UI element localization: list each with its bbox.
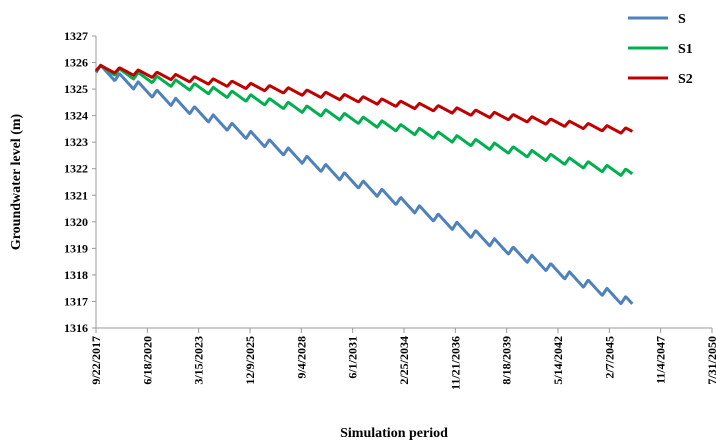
- x-tick-label: 7/31/2050: [705, 336, 716, 385]
- x-tick-label: 5/14/2042: [551, 336, 565, 385]
- y-tick-label: 1320: [64, 215, 88, 229]
- y-tick-label: 1323: [64, 135, 88, 149]
- x-tick-label: 2/25/2034: [397, 336, 411, 385]
- x-tick-label: 6/18/2020: [140, 336, 154, 385]
- y-tick-label: 1324: [64, 109, 88, 123]
- series-lines: [94, 63, 634, 306]
- x-tick-label: 6/1/2031: [346, 336, 360, 379]
- legend-label-s2: S2: [678, 72, 693, 87]
- legend-label-s1: S1: [678, 42, 693, 57]
- y-tick-label: 1317: [64, 294, 88, 308]
- x-tick-label: 11/4/2047: [654, 336, 668, 384]
- x-axis-ticks: 9/22/2017 6/18/2020 3/15/2023 12/9/2025 9/4/…: [89, 328, 716, 390]
- y-tick-label: 1327: [64, 29, 88, 43]
- y-axis-ticks: 1316 1317 1318 1319 1320 1321 1322 1323 1324 1325…: [64, 29, 96, 335]
- legend-label-s: S: [678, 12, 686, 27]
- x-tick-label: 8/18/2039: [500, 336, 514, 385]
- y-tick-label: 1325: [64, 82, 88, 96]
- y-tick-label: 1318: [64, 268, 88, 282]
- legend: S S1 S2: [628, 12, 693, 87]
- x-tick-label: 11/21/2036: [448, 336, 462, 390]
- y-axis-title: Groundwater level (m): [9, 113, 24, 250]
- x-tick-label: 3/15/2023: [192, 336, 206, 385]
- x-tick-label: 9/4/2028: [294, 336, 308, 379]
- series-line-s1: [94, 63, 634, 177]
- x-tick-label: 9/22/2017: [89, 336, 103, 385]
- x-tick-label: 2/7/2045: [602, 336, 616, 379]
- x-tick-label: 12/9/2025: [243, 336, 257, 385]
- y-tick-label: 1322: [64, 162, 88, 176]
- series-line-s2: [94, 64, 634, 135]
- y-tick-label: 1321: [64, 188, 88, 202]
- y-tick-label: 1326: [64, 56, 88, 70]
- y-tick-label: 1316: [64, 321, 88, 335]
- y-tick-label: 1319: [64, 241, 88, 255]
- series-line-s: [94, 63, 634, 306]
- x-axis-title: Simulation period: [340, 426, 448, 441]
